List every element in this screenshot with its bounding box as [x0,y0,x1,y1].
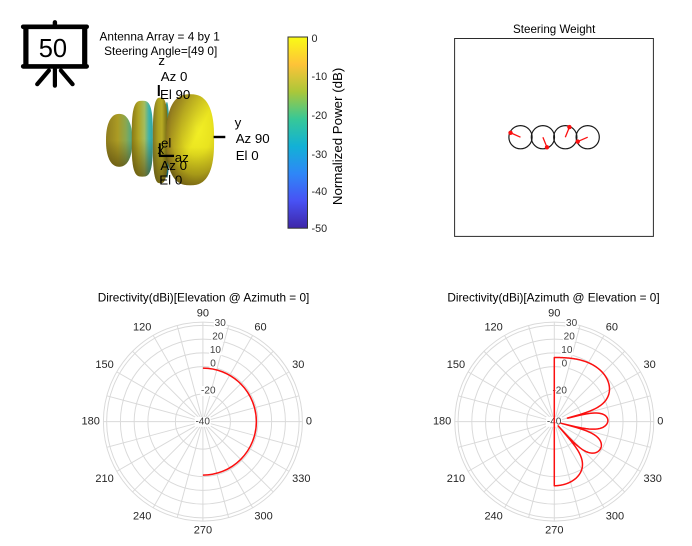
svg-text:Steering Angle=[49 0]: Steering Angle=[49 0] [104,44,217,58]
svg-text:-10: -10 [312,71,328,83]
svg-text:300: 300 [254,511,272,523]
svg-text:20: 20 [564,331,576,342]
svg-text:90: 90 [548,308,560,320]
svg-text:50: 50 [39,35,67,63]
svg-text:20: 20 [212,331,224,342]
svg-text:-30: -30 [312,149,328,161]
svg-text:120: 120 [484,321,502,333]
svg-text:x: x [157,142,164,157]
svg-text:-20: -20 [552,386,567,397]
svg-text:Az 0: Az 0 [161,69,188,84]
svg-text:60: 60 [606,321,618,333]
svg-text:0: 0 [306,416,312,428]
svg-text:330: 330 [292,473,310,485]
svg-text:210: 210 [95,473,113,485]
svg-text:330: 330 [644,473,662,485]
svg-text:210: 210 [447,473,465,485]
svg-text:Normalized Power (dB): Normalized Power (dB) [330,68,345,205]
svg-text:-40: -40 [312,186,328,198]
svg-text:0: 0 [312,33,318,45]
svg-text:30: 30 [292,359,304,371]
svg-text:150: 150 [447,359,465,371]
svg-text:300: 300 [606,511,624,523]
svg-text:-20: -20 [312,110,328,122]
svg-text:270: 270 [545,524,563,536]
svg-text:El 90: El 90 [160,87,190,102]
svg-text:90: 90 [197,308,209,320]
svg-text:az: az [175,150,189,165]
svg-text:Steering Weight: Steering Weight [513,23,596,36]
svg-text:-20: -20 [201,386,216,397]
svg-text:El 0: El 0 [159,173,182,188]
svg-text:240: 240 [484,511,502,523]
svg-text:0: 0 [562,358,568,369]
svg-text:30: 30 [644,359,656,371]
svg-text:-40: -40 [195,416,210,427]
svg-text:El 0: El 0 [236,148,259,163]
svg-text:-50: -50 [312,223,328,235]
svg-text:60: 60 [254,321,266,333]
svg-text:0: 0 [657,416,663,428]
svg-text:120: 120 [133,321,151,333]
svg-text:240: 240 [133,511,151,523]
svg-text:10: 10 [561,345,573,356]
svg-text:Az 90: Az 90 [236,131,270,146]
svg-text:Az 0: Az 0 [160,158,187,173]
svg-text:180: 180 [82,416,100,428]
svg-text:180: 180 [433,416,451,428]
svg-text:10: 10 [210,345,222,356]
svg-text:30: 30 [215,318,227,329]
svg-text:el: el [161,136,171,151]
svg-text:Directivity(dBi)[Elevation @ A: Directivity(dBi)[Elevation @ Azimuth = 0… [98,291,310,305]
svg-text:Antenna Array = 4 by 1: Antenna Array = 4 by 1 [100,30,220,44]
svg-text:30: 30 [566,318,578,329]
svg-text:0: 0 [210,358,216,369]
svg-text:z: z [158,53,165,68]
svg-text:150: 150 [95,359,113,371]
svg-text:Directivity(dBi)[Azimuth @ Ele: Directivity(dBi)[Azimuth @ Elevation = 0… [447,291,659,305]
svg-text:270: 270 [194,524,212,536]
svg-text:y: y [235,115,242,130]
